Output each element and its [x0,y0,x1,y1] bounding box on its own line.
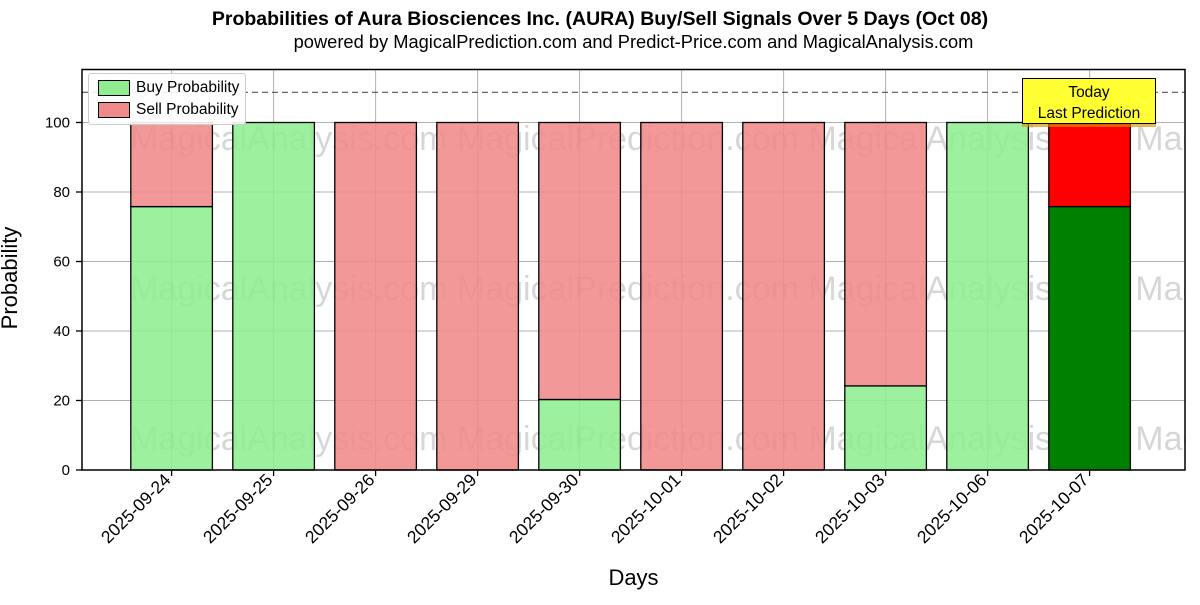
svg-text:2025-10-03: 2025-10-03 [811,470,888,547]
svg-text:2025-09-24: 2025-09-24 [97,470,175,548]
svg-text:2025-10-02: 2025-10-02 [709,470,786,547]
svg-text:2025-09-29: 2025-09-29 [403,470,480,547]
svg-text:2025-09-25: 2025-09-25 [199,470,276,547]
svg-text:2025-09-30: 2025-09-30 [505,470,583,548]
svg-text:80: 80 [53,184,70,201]
svg-text:100: 100 [45,115,70,132]
svg-text:2025-10-01: 2025-10-01 [607,470,684,547]
svg-text:40: 40 [53,323,70,340]
svg-text:0: 0 [62,462,70,479]
svg-text:60: 60 [53,254,70,271]
svg-text:2025-09-26: 2025-09-26 [301,470,378,547]
svg-text:2025-10-06: 2025-10-06 [913,470,990,547]
svg-text:20: 20 [53,393,70,410]
svg-text:2025-10-07: 2025-10-07 [1015,470,1092,547]
